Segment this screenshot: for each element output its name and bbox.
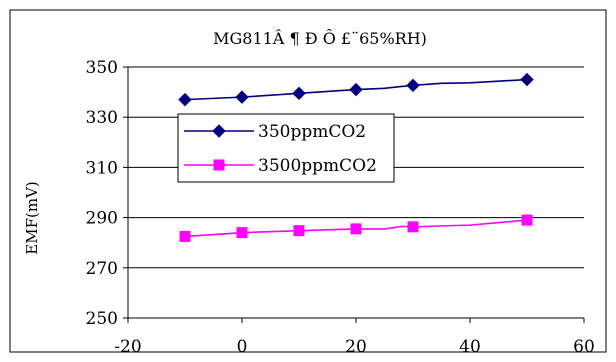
data-point (236, 227, 248, 239)
x-tick-label: 60 (573, 337, 595, 357)
data-point (350, 223, 362, 235)
legend-box (177, 113, 395, 183)
x-tick-label: 0 (237, 337, 248, 357)
y-axis-label: EMF(mV) (23, 181, 41, 254)
data-point (349, 82, 363, 97)
y-tick-label: 330 (86, 108, 118, 128)
y-tick-label: 270 (86, 259, 118, 279)
legend-marker (213, 159, 225, 171)
x-tick-label: -20 (114, 337, 141, 357)
data-point (178, 92, 192, 107)
x-tick-label: 20 (345, 337, 367, 357)
legend-label: 350ppmCO2 (258, 122, 366, 142)
data-point (406, 78, 420, 93)
y-tick-label: 310 (86, 158, 118, 178)
data-point (292, 86, 306, 101)
data-point (407, 221, 419, 233)
data-point (521, 214, 533, 226)
series-3500ppmCO2 (179, 214, 533, 242)
y-tick-label: 250 (86, 309, 118, 329)
series-layer (178, 72, 534, 242)
data-point (179, 230, 191, 242)
legend: 350ppmCO2 3500ppmCO2 (177, 113, 395, 183)
data-point (293, 225, 305, 237)
y-tick-label: 350 (86, 58, 118, 78)
legend-marker (212, 124, 226, 138)
data-point (520, 72, 534, 87)
series-350ppmCO2 (178, 72, 534, 107)
x-tick-label: 40 (459, 337, 481, 357)
axis-layer: 250 270 290 310 330 350 -20 0 20 40 60 (86, 58, 595, 357)
series-line (184, 219, 528, 238)
series-line (184, 78, 528, 101)
chart-title: MG811Â ¶ Ð Ô £¨65%RH) (213, 28, 427, 48)
legend-label: 3500ppmCO2 (258, 156, 377, 176)
data-point (235, 90, 249, 104)
y-tick-label: 290 (86, 209, 118, 229)
